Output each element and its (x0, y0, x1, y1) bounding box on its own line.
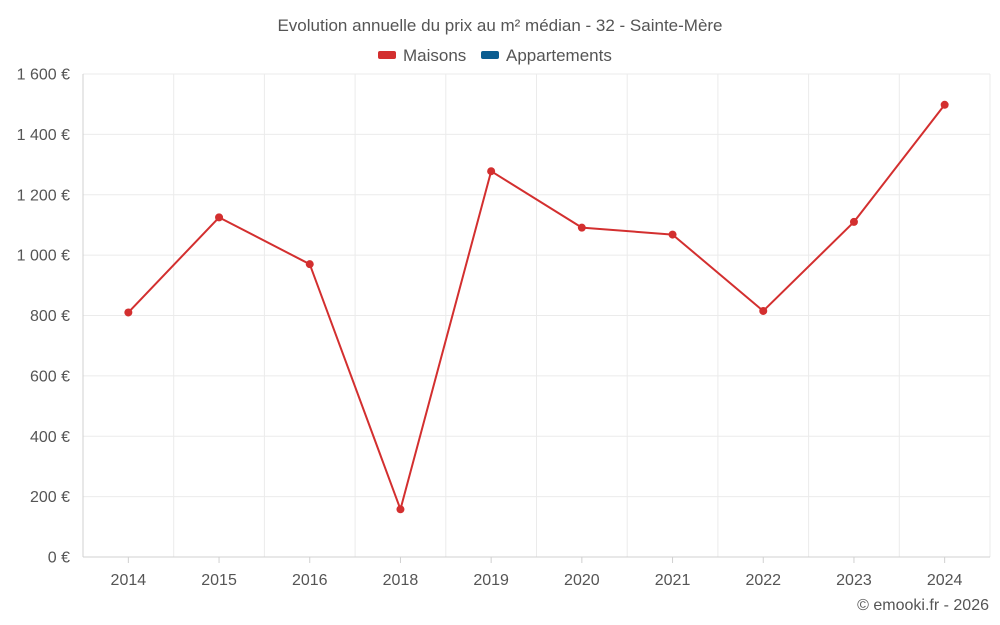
data-point-maisons[interactable] (124, 308, 133, 317)
data-point-maisons[interactable] (487, 167, 496, 176)
x-tick-label: 2022 (745, 572, 781, 589)
x-tick-label: 2014 (111, 572, 147, 589)
legend-swatch-maisons (378, 51, 396, 59)
y-tick-label: 1 200 € (17, 187, 70, 204)
x-tick-label: 2021 (655, 572, 691, 589)
x-tick-label: 2020 (564, 572, 600, 589)
y-tick-label: 1 400 € (17, 127, 70, 144)
y-tick-label: 1 600 € (17, 67, 70, 84)
legend-label-appartements: Appartements (506, 46, 612, 65)
x-tick-label: 2018 (383, 572, 419, 589)
legend-item-maisons[interactable]: Maisons (378, 46, 466, 65)
y-tick-label: 800 € (30, 308, 70, 325)
x-tick-label: 2016 (292, 572, 328, 589)
series-line-maisons (127, 104, 946, 511)
credit-text: © emooki.fr - 2026 (857, 597, 989, 614)
legend-label-maisons: Maisons (403, 46, 466, 65)
data-point-maisons[interactable] (668, 230, 677, 239)
data-point-maisons[interactable] (849, 217, 858, 226)
y-tick-label: 200 € (30, 489, 70, 506)
legend-swatch-appartements (481, 51, 499, 59)
x-tick-label: 2024 (927, 572, 963, 589)
x-grid (82, 74, 991, 557)
data-point-maisons[interactable] (577, 223, 586, 232)
legend: Maisons Appartements (378, 46, 612, 65)
x-tick-label: 2023 (836, 572, 872, 589)
data-point-maisons[interactable] (305, 260, 314, 269)
series-group (124, 100, 949, 514)
y-tick-label: 400 € (30, 429, 70, 446)
data-point-maisons[interactable] (396, 505, 405, 514)
y-tick-label: 600 € (30, 368, 70, 385)
data-point-maisons[interactable] (759, 306, 768, 315)
data-point-maisons[interactable] (940, 100, 949, 109)
y-tick-label: 1 000 € (17, 248, 70, 265)
y-tick-label: 0 € (48, 550, 70, 567)
x-tick-label: 2015 (201, 572, 237, 589)
legend-item-appartements[interactable]: Appartements (481, 46, 612, 65)
x-axis-ticks: 2014 2015 2016 2018 2019 2020 2021 2022 2023 2024 (111, 557, 963, 589)
y-axis-ticks: 0 € 200 € 400 € 600 € 800 € 1 000 € 1 200 € 1 4… (17, 67, 70, 567)
data-point-maisons[interactable] (215, 213, 224, 222)
axes (82, 74, 990, 558)
chart-title: Evolution annuelle du prix au m² médian … (277, 16, 722, 35)
x-tick-label: 2019 (473, 572, 509, 589)
